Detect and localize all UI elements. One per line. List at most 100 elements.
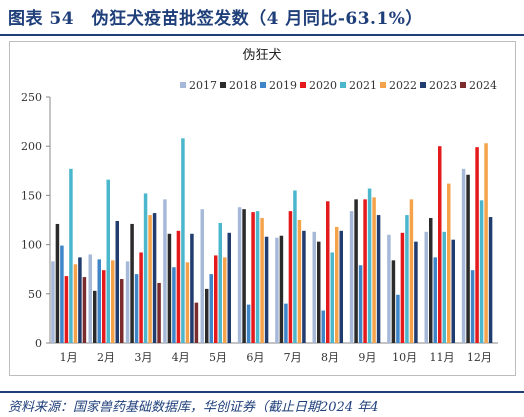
bar-2019 (209, 274, 213, 343)
bar-2019 (433, 257, 437, 343)
bar-2022 (447, 183, 451, 343)
legend-swatch (380, 82, 386, 88)
bar-2024 (82, 277, 87, 343)
bar-2018 (279, 235, 284, 343)
bar-2024 (194, 302, 199, 343)
bar-2021 (143, 193, 148, 343)
bar-2017 (51, 261, 55, 343)
legend-swatch (340, 82, 346, 88)
bar-2022 (484, 143, 488, 343)
x-tick-label: 3月 (134, 351, 152, 364)
x-tick-label: 9月 (358, 351, 376, 364)
bar-2023 (302, 230, 306, 343)
bar-2020 (176, 230, 181, 343)
bar-2020 (102, 270, 106, 343)
bar-2021 (255, 211, 260, 343)
chart-axes: 0 50 100 150 200 250 1月 2月 3月 4月 5月 6月 7月 8月 9月 10月 11月 1… (21, 91, 498, 364)
bar-2017 (349, 211, 354, 343)
bar-2023 (78, 257, 82, 343)
bar-2021 (293, 190, 297, 343)
bar-2021 (442, 231, 446, 343)
title-rule (0, 34, 524, 36)
bar-2023 (451, 239, 455, 343)
x-tick-label: 1月 (60, 351, 78, 364)
bar-2019 (284, 303, 288, 343)
bar-2017 (88, 254, 92, 343)
y-tick-label: 0 (35, 337, 42, 350)
bar-2019 (97, 259, 101, 343)
y-tick-label: 200 (21, 140, 42, 153)
x-tick-label: 4月 (172, 351, 190, 364)
bar-2020 (363, 199, 367, 343)
bar-2020 (64, 276, 69, 343)
y-tick-label: 250 (21, 91, 42, 104)
bar-2017 (312, 231, 316, 343)
bar-2020 (288, 211, 293, 343)
bar-2023 (227, 232, 231, 343)
bar-2017 (125, 261, 130, 343)
bar-2017 (461, 168, 466, 343)
source-note: 资料来源：国家兽药基础数据库，华创证券（截止日期2024 年4 (8, 400, 379, 415)
bar-2022 (409, 199, 414, 343)
bar-2022 (335, 226, 339, 343)
bar-2023 (190, 233, 194, 343)
bar-2019 (60, 245, 64, 343)
bar-2021 (479, 200, 484, 343)
bar-2017 (237, 207, 242, 343)
bar-2018 (242, 209, 246, 343)
bar-2024 (157, 282, 161, 343)
bar-2018 (354, 199, 358, 343)
bar-2022 (372, 197, 376, 343)
bar-2020 (400, 232, 405, 343)
bar-2023 (115, 220, 119, 343)
bar-2023 (152, 213, 157, 343)
bar-2018 (429, 218, 433, 343)
chart-title: 伪狂犬 (242, 48, 282, 63)
bar-2019 (358, 265, 363, 343)
bar-2018 (466, 174, 470, 343)
bar-2021 (367, 188, 372, 343)
bar-2021 (69, 168, 73, 343)
x-tick-label: 12月 (467, 351, 492, 364)
legend-label: 2019 (269, 79, 297, 92)
bar-2019 (246, 304, 251, 343)
legend-label: 2023 (429, 79, 457, 92)
bar-2018 (167, 233, 172, 343)
bar-2019 (470, 270, 475, 343)
bar-2024 (120, 279, 124, 343)
y-tick-label: 150 (21, 189, 42, 202)
bar-2022 (223, 257, 227, 343)
y-tick-label: 50 (28, 288, 42, 301)
bar-2022 (148, 215, 152, 343)
legend-label: 2018 (229, 79, 257, 92)
legend-label: 2020 (309, 79, 337, 92)
chart-legend: 2017 2018 2019 2020 2021 2022 2023 2024 (180, 79, 497, 92)
bar-2021 (218, 222, 222, 343)
figure-title: 图表 54 伪狂犬疫苗批签发数（4 月同比-63.1%） (8, 9, 423, 29)
bar-2022 (185, 262, 190, 343)
bar-2023 (414, 241, 418, 343)
x-tick-label: 11月 (430, 351, 455, 364)
x-tick-label: 8月 (321, 351, 339, 364)
bar-2023 (264, 236, 269, 343)
bar-2018 (130, 223, 134, 343)
x-tick-label: 5月 (209, 351, 227, 364)
bar-2017 (163, 199, 167, 343)
bar-2019 (396, 294, 400, 343)
x-tick-label: 2月 (97, 351, 115, 364)
bar-2021 (330, 252, 334, 343)
chart-bars (51, 138, 493, 343)
legend-swatch (180, 82, 186, 88)
bar-2020 (251, 212, 255, 343)
bar-2022 (73, 264, 78, 343)
bar-2018 (205, 288, 209, 343)
y-tick-label: 100 (21, 239, 42, 252)
bar-2019 (134, 274, 139, 343)
bar-2023 (339, 230, 343, 343)
bar-2018 (317, 241, 321, 343)
bar-2020 (475, 147, 479, 343)
bar-2020 (438, 146, 442, 343)
legend-swatch (460, 82, 466, 88)
legend-swatch (260, 82, 266, 88)
